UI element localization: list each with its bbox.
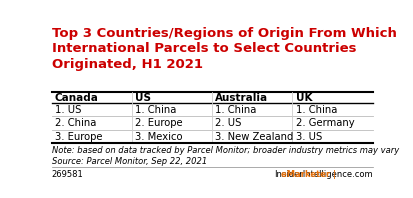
Text: 2. China: 2. China bbox=[55, 118, 96, 128]
Text: 2. US: 2. US bbox=[215, 118, 241, 128]
Text: 3. Mexico: 3. Mexico bbox=[135, 132, 182, 142]
Text: Top 3 Countries/Regions of Origin From Which
International Parcels to Select Cou: Top 3 Countries/Regions of Origin From W… bbox=[52, 27, 396, 71]
Text: 3. New Zealand: 3. New Zealand bbox=[215, 132, 293, 142]
Text: 269581: 269581 bbox=[52, 170, 83, 179]
Text: 1. China: 1. China bbox=[215, 105, 256, 115]
Text: 3. US: 3. US bbox=[295, 132, 321, 142]
Text: UK: UK bbox=[295, 93, 311, 103]
Text: US: US bbox=[135, 93, 151, 103]
Text: Note: based on data tracked by Parcel Monitor; broader industry metrics may vary: Note: based on data tracked by Parcel Mo… bbox=[52, 146, 398, 166]
Text: Australia: Australia bbox=[215, 93, 268, 103]
Text: 3. Europe: 3. Europe bbox=[55, 132, 102, 142]
Text: InsiderIntelligence.com: InsiderIntelligence.com bbox=[273, 170, 372, 179]
Text: 2. Germany: 2. Germany bbox=[295, 118, 354, 128]
Text: 2. Europe: 2. Europe bbox=[135, 118, 183, 128]
Text: 1. China: 1. China bbox=[295, 105, 336, 115]
Text: 1. China: 1. China bbox=[135, 105, 176, 115]
Text: 1. US: 1. US bbox=[55, 105, 81, 115]
Text: eMarketer |: eMarketer | bbox=[280, 170, 338, 179]
Text: Canada: Canada bbox=[55, 93, 99, 103]
